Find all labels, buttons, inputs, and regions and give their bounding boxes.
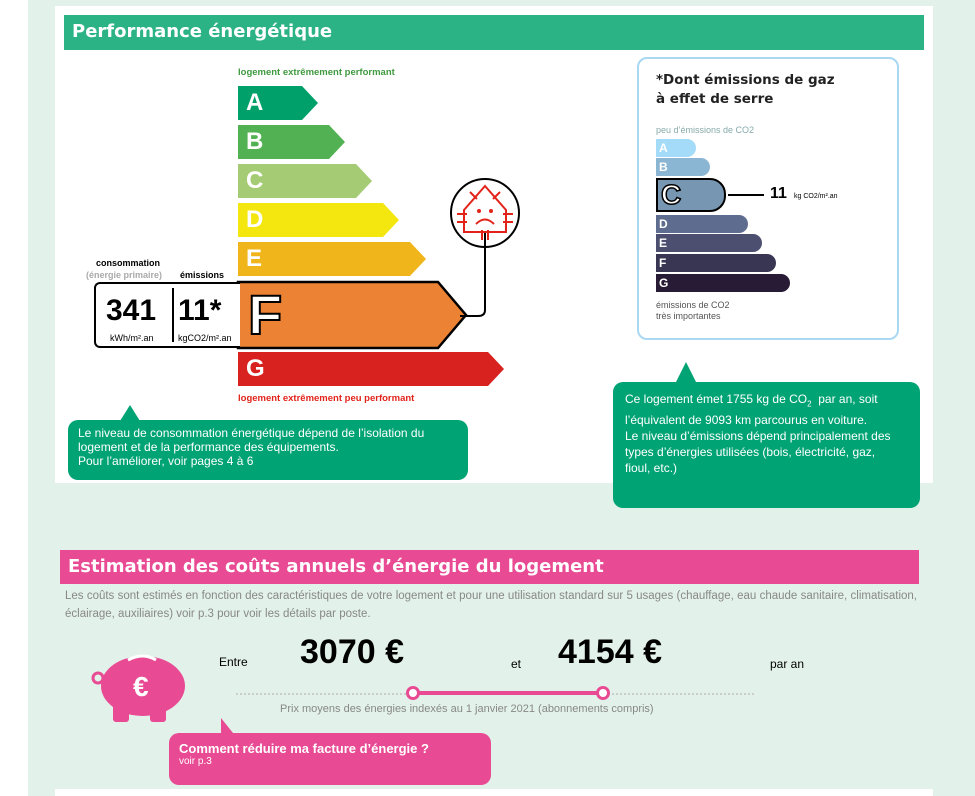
ges-pointer-line [728,194,764,196]
info-line: par an, soit [811,392,878,406]
ges-top-label: peu d’émissions de CO2 [656,125,755,135]
energy-class-B-bar: B [238,125,345,159]
energy-class-A-bar: A [238,86,318,120]
energy-class-G-bar: G [238,352,504,386]
top-scale-label: logement extrêmement performant [238,67,395,78]
cost-min: 3070 € [300,633,404,671]
cost-max: 4154 € [558,633,662,671]
tip-bubble[interactable]: Comment réduire ma facture d’énergie ? v… [169,733,491,785]
and-label: et [511,657,522,671]
price-note: Prix moyens des énergies indexés au 1 ja… [280,703,654,715]
performance-title: Performance énergétique [64,15,924,50]
info-line: fioul, etc.) [625,461,678,476]
range-min-marker [406,686,420,700]
ges-class-G-bar: G [656,274,790,292]
consumption-unit: kWh/m².an [110,333,154,343]
info-line: types d’énergies utilisées (bois, électr… [625,445,876,460]
costs-description: Les coûts sont estimés en fonction des c… [65,590,917,620]
range-max-marker [596,686,610,700]
emissions-label: émissions [180,270,225,280]
between-label: Entre [219,655,248,669]
subscript: 2 [807,399,812,409]
bubble-pointer [676,362,696,382]
info-line: Le niveau de consommation énergétique dé… [78,426,425,440]
energy-info-bubble: Le niveau de consommation énergétique dé… [68,420,468,480]
passoire-house-sad-icon [450,178,520,317]
cost-range [413,691,603,695]
ges-class-F-bar: F [656,254,776,272]
bottom-scale-label: logement extrêmement peu performant [238,393,415,404]
bubble-pointer [120,405,140,421]
svg-text:€: € [133,671,149,702]
consumption-label: consommation [96,258,161,268]
ges-bottom-label: émissions de CO2 [656,300,730,310]
ges-title-2: à effet de serre [656,91,774,107]
info-line: logement et de la performance des équipe… [78,440,339,454]
tip-title: Comment réduire ma facture d’énergie ? [179,741,429,756]
costs-title: Estimation des coûts annuels d’énergie d… [60,550,919,584]
info-line: l’équivalent de 9093 km parcourus en voi… [625,413,868,428]
tip-link[interactable]: voir p.3 [179,756,212,767]
ges-class-D-bar: D [656,215,748,233]
energy-class-D-bar: D [238,203,399,237]
page-margin [0,0,28,796]
energy-class-E-bar: E [238,242,426,276]
energy-class-F-bar-current [238,282,466,348]
consumption-value: 341 [106,294,157,327]
ges-class-E-bar: E [656,234,762,252]
ges-class-A-bar: A [656,139,696,157]
piggy-bank-euro-icon: € [91,654,185,722]
emissions-value: 11* [178,294,222,327]
values-box: 341 kWh/m².an 11* kgCO2/m².an [94,282,240,348]
consumption-sublabel: (énergie primaire) [86,270,163,280]
current-class-letter: F [247,283,283,346]
ges-unit: kg CO2/m².an [794,193,838,200]
ges-value: 11 [770,185,787,202]
ges-class-B-bar: B [656,158,710,176]
info-line: Pour l’améliorer, voir pages 4 à 6 [78,454,254,468]
ges-title-1: *Dont émissions de gaz [656,72,835,88]
ges-bottom-label: très importantes [656,311,721,321]
ges-box: *Dont émissions de gaz à effet de serre … [637,57,899,340]
per-year-label: par an [770,657,805,671]
emissions-unit: kgCO2/m².an [178,333,232,343]
ges-info-bubble: Ce logement émet 1755 kg de CO2 par an, … [613,382,920,508]
energy-class-C-bar: C [238,164,372,198]
next-panel [55,789,933,796]
info-line: Le niveau d’émissions dépend principalem… [625,429,891,444]
ges-class-C-bar: C [656,178,726,212]
info-line: Ce logement émet 1755 kg de CO [625,392,808,406]
